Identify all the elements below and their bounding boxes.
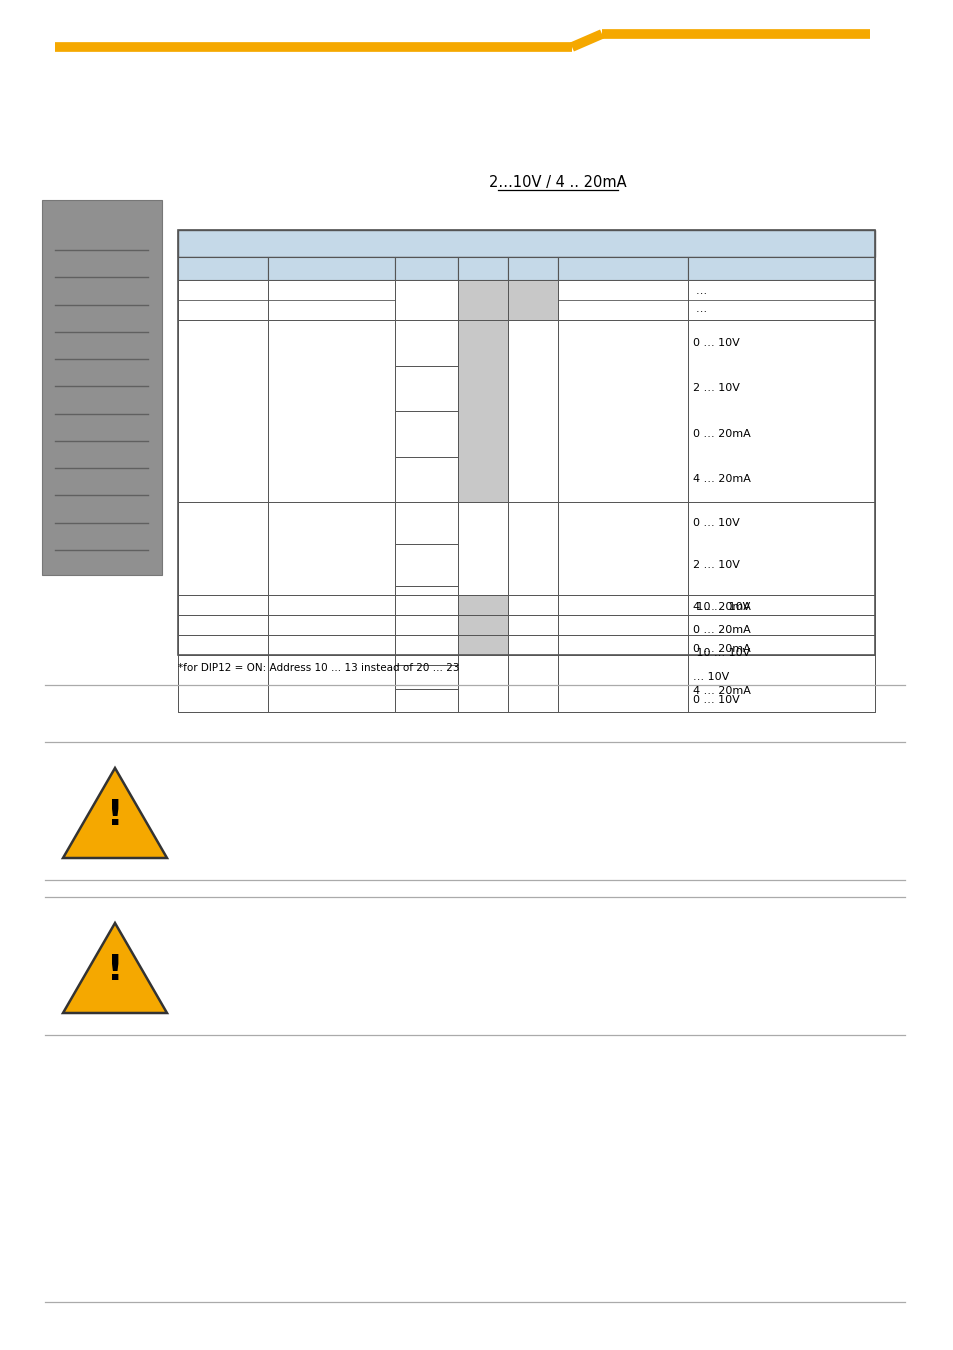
Bar <box>558 634 687 655</box>
Bar <box>268 616 395 634</box>
Polygon shape <box>63 768 167 859</box>
Bar <box>687 256 874 279</box>
Bar <box>687 320 874 502</box>
Text: 0 … 20mA: 0 … 20mA <box>692 429 750 439</box>
Bar <box>178 320 268 502</box>
Bar <box>507 502 558 711</box>
Bar <box>457 279 507 320</box>
Text: … 10V: … 10V <box>692 672 728 682</box>
Bar <box>395 670 457 711</box>
Bar <box>178 502 268 711</box>
Bar <box>178 256 268 279</box>
Bar <box>507 595 558 711</box>
Text: 0 … 10V: 0 … 10V <box>692 518 739 528</box>
Bar <box>457 256 507 279</box>
Bar <box>395 456 457 502</box>
Text: 4 … 20mA: 4 … 20mA <box>692 686 750 697</box>
Text: 2 … 10V: 2 … 10V <box>692 383 740 393</box>
Bar <box>507 256 558 279</box>
Bar <box>687 595 874 711</box>
Bar <box>42 200 162 575</box>
Bar <box>178 595 268 616</box>
Bar <box>507 616 558 634</box>
Bar <box>395 595 457 616</box>
Bar <box>395 666 457 688</box>
Bar <box>558 279 687 320</box>
Text: 10 … 10V: 10 … 10V <box>692 602 749 612</box>
Text: !: ! <box>107 798 123 832</box>
Bar <box>395 544 457 586</box>
Bar <box>507 320 558 502</box>
Bar <box>178 595 268 711</box>
Text: *for DIP12 = ON: Address 10 … 13 instead of 20 … 23: *for DIP12 = ON: Address 10 … 13 instead… <box>178 663 459 674</box>
Bar <box>395 616 457 634</box>
Text: 4 … 20mA: 4 … 20mA <box>692 474 750 485</box>
Bar <box>268 634 395 655</box>
Bar <box>178 230 874 256</box>
Text: 2 … 10V: 2 … 10V <box>692 560 740 570</box>
Text: 4 … 20mA: 4 … 20mA <box>692 602 750 612</box>
Bar <box>395 320 457 366</box>
Text: …: … <box>696 286 706 296</box>
Bar <box>268 502 395 711</box>
Bar <box>687 595 874 616</box>
Bar <box>395 634 457 655</box>
Bar <box>558 502 687 711</box>
Bar <box>268 256 395 279</box>
Bar <box>178 230 874 655</box>
Bar <box>558 595 687 711</box>
Bar <box>687 279 874 320</box>
Bar <box>558 595 687 616</box>
Bar <box>268 595 395 711</box>
Bar <box>457 595 507 616</box>
Bar <box>268 320 395 502</box>
Bar <box>507 634 558 655</box>
Bar <box>395 366 457 410</box>
Text: 10 … 10V: 10 … 10V <box>692 648 749 659</box>
Bar <box>395 256 457 279</box>
Bar <box>507 279 558 320</box>
Text: …: … <box>696 304 706 313</box>
Bar <box>687 634 874 655</box>
Bar <box>395 502 457 544</box>
Bar <box>178 616 268 634</box>
Text: 0 … 10V: 0 … 10V <box>692 695 739 705</box>
Text: 0 … 20mA: 0 … 20mA <box>692 644 750 653</box>
Polygon shape <box>63 923 167 1012</box>
Bar <box>558 320 687 502</box>
Bar <box>395 410 457 456</box>
Bar <box>687 502 874 711</box>
Bar <box>558 256 687 279</box>
Bar <box>457 634 507 655</box>
Text: 2…10V / 4 .. 20mA: 2…10V / 4 .. 20mA <box>489 174 626 189</box>
Text: 0 … 10V: 0 … 10V <box>692 338 739 348</box>
Bar <box>395 641 457 666</box>
Bar <box>395 628 457 670</box>
Bar <box>268 595 395 616</box>
Bar <box>268 279 395 320</box>
Bar <box>395 279 457 320</box>
Bar <box>457 320 507 502</box>
Bar <box>457 616 507 634</box>
Bar <box>178 634 268 655</box>
Bar <box>457 595 507 711</box>
Bar <box>507 595 558 616</box>
Bar <box>457 502 507 711</box>
Bar <box>687 616 874 634</box>
Bar <box>395 618 457 641</box>
Bar <box>395 688 457 711</box>
Text: !: ! <box>107 953 123 987</box>
Bar <box>395 586 457 628</box>
Bar <box>558 616 687 634</box>
Bar <box>395 595 457 618</box>
Text: 0 … 20mA: 0 … 20mA <box>692 625 750 634</box>
Bar <box>178 279 268 320</box>
